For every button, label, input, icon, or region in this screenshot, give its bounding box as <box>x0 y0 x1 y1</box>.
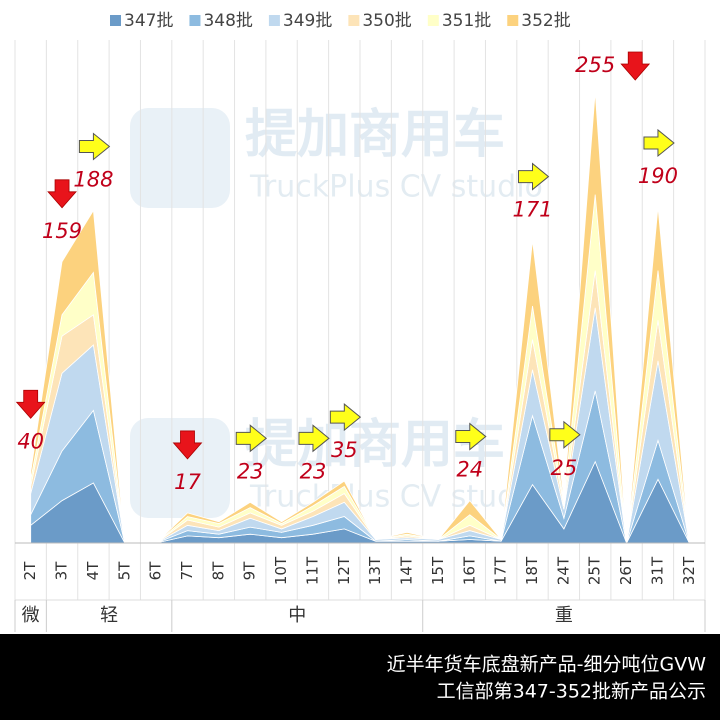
legend-label: 348批 <box>203 11 252 31</box>
arrow-icon <box>47 179 77 209</box>
footer-band <box>0 634 720 720</box>
watermark-title: 提加商用车 <box>245 415 505 475</box>
x-tick-label: 14T <box>398 556 416 585</box>
x-tick-label: 11T <box>303 556 321 585</box>
total-label: 255 <box>575 53 615 77</box>
x-tick-label: 4T <box>84 561 102 581</box>
arrow-icon <box>518 162 550 191</box>
legend-swatch <box>427 15 439 26</box>
legend-label: 351批 <box>442 11 491 31</box>
total-label: 40 <box>17 429 44 453</box>
total-label: 159 <box>42 219 82 243</box>
footer-line: 工信部第347-352批新产品公示 <box>437 681 706 703</box>
footer-line: 近半年货车底盘新产品-细分吨位GVW <box>387 654 707 676</box>
x-tick-label: 24T <box>554 556 572 585</box>
x-tick-label: 8T <box>209 561 227 581</box>
x-tick-label: 17T <box>492 556 510 585</box>
watermark-subtitle: TruckPlus CV studio <box>249 480 543 515</box>
total-label: 23 <box>300 459 327 483</box>
total-label: 188 <box>73 167 113 191</box>
legend-label: 350批 <box>362 11 411 31</box>
arrow-icon <box>549 420 581 449</box>
total-label: 17 <box>174 470 201 494</box>
x-tick-label: 15T <box>429 556 447 585</box>
legend-label: 349批 <box>283 11 332 31</box>
area <box>30 91 690 544</box>
legend-swatch <box>268 15 280 26</box>
x-tick-label: 26T <box>617 556 635 585</box>
group-label: 轻 <box>100 605 118 626</box>
group-label: 中 <box>288 605 306 626</box>
arrow-icon <box>643 128 675 158</box>
legend-label: 347批 <box>124 11 173 31</box>
legend-swatch <box>507 15 519 26</box>
arrow-icon <box>78 132 111 161</box>
x-tick-label: 32T <box>680 556 698 585</box>
total-label: 190 <box>638 164 678 188</box>
x-tick-label: 9T <box>241 561 259 581</box>
total-label: 35 <box>331 438 358 462</box>
watermark-logo <box>130 108 230 208</box>
arrow-icon <box>15 389 46 419</box>
arrow-icon <box>235 424 268 453</box>
group-label: 重 <box>555 605 573 626</box>
group-label: 微 <box>22 605 40 626</box>
x-tick-label: 31T <box>648 556 666 585</box>
x-tick-label: 7T <box>178 561 196 581</box>
watermark-subtitle: TruckPlus CV studio <box>249 170 543 205</box>
x-tick-label: 18T <box>523 556 541 585</box>
legend-swatch <box>348 15 360 26</box>
arrow-icon <box>620 51 651 81</box>
x-tick-label: 10T <box>272 556 290 585</box>
x-tick-label: 13T <box>366 556 384 585</box>
x-tick-label: 16T <box>460 556 478 585</box>
total-label: 23 <box>237 459 264 483</box>
watermark-title: 提加商用车 <box>245 105 505 165</box>
arrow-icon <box>172 430 203 460</box>
total-label: 24 <box>456 458 483 482</box>
x-tick-label: 25T <box>586 556 604 585</box>
legend-swatch <box>110 15 121 26</box>
arrow-icon <box>455 422 487 451</box>
legend-label: 352批 <box>521 11 570 31</box>
total-label: 25 <box>550 456 577 480</box>
watermark-logo <box>130 418 230 518</box>
total-label: 171 <box>512 198 552 222</box>
x-tick-label: 12T <box>335 556 353 585</box>
x-tick-label: 2T <box>21 561 39 581</box>
arrow-icon <box>329 403 362 432</box>
x-tick-label: 5T <box>115 561 133 581</box>
arrow-icon <box>298 424 330 453</box>
x-tick-label: 6T <box>147 561 165 581</box>
legend-swatch <box>189 15 201 26</box>
x-tick-label: 3T <box>53 561 71 581</box>
